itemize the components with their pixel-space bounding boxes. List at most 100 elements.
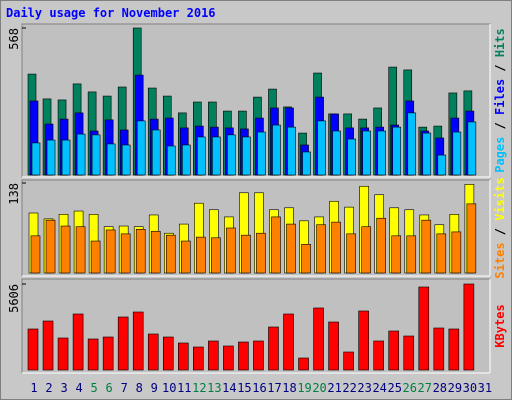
bar [87, 338, 99, 371]
legend: Sites / Visits [493, 177, 507, 278]
x-tick-label: 6 [106, 381, 113, 395]
x-tick-label: 16 [252, 381, 266, 395]
bar [208, 340, 219, 371]
bar [181, 240, 191, 274]
bar [286, 223, 296, 274]
bar [361, 226, 371, 274]
bar [150, 230, 161, 274]
bar [106, 143, 116, 176]
bar [193, 346, 204, 371]
bar [132, 311, 144, 371]
bar [362, 130, 371, 176]
bar [377, 130, 386, 176]
x-tick-label: 7 [121, 381, 128, 395]
x-tick-label: 23 [357, 381, 371, 395]
bar [316, 224, 326, 274]
bar [238, 341, 249, 371]
bar [105, 229, 116, 274]
x-tick-label: 26 [403, 381, 417, 395]
bar [121, 144, 131, 176]
chart-title: Daily usage for November 2016 [6, 6, 216, 20]
bar [467, 121, 477, 176]
bar [271, 216, 281, 274]
x-tick-label: 22 [342, 381, 356, 395]
legend-entry: Pages [493, 137, 507, 173]
y-tick-label: 138 [7, 183, 21, 205]
bar [212, 136, 221, 176]
bar [376, 217, 386, 274]
bar [391, 235, 402, 274]
bar [166, 145, 176, 176]
bar [347, 138, 356, 176]
y-tick-label: 568 [7, 28, 21, 50]
bar [45, 219, 56, 274]
legend-entry: Visits [493, 177, 507, 220]
x-tick-label: 20 [312, 381, 326, 395]
bar [451, 231, 462, 274]
bar [102, 336, 114, 371]
x-tick-label: 24 [372, 381, 386, 395]
bar [90, 240, 101, 274]
legend-separator: / [493, 57, 507, 79]
bar [346, 233, 356, 274]
x-tick-label: 28 [433, 381, 447, 395]
bar [178, 342, 189, 371]
bar [272, 124, 281, 176]
bar [257, 131, 266, 176]
bar [406, 235, 417, 274]
bar [117, 316, 129, 371]
legend-entry: Hits [493, 28, 507, 57]
bar [61, 139, 71, 176]
bar [253, 340, 264, 371]
bar [31, 142, 41, 176]
bar [328, 321, 339, 371]
bar [27, 328, 39, 371]
bar [241, 234, 251, 274]
bar [421, 219, 432, 274]
bar [60, 225, 71, 274]
legend-entry: Files [493, 79, 507, 115]
bar [317, 120, 326, 176]
bar [331, 221, 341, 274]
legend-separator: / [493, 115, 507, 137]
x-tick-label: 30 [463, 381, 477, 395]
x-tick-label: 4 [75, 381, 82, 395]
bar [463, 283, 475, 371]
bar [452, 131, 462, 176]
x-tick-label: 11 [177, 381, 191, 395]
bar [136, 120, 146, 176]
bar [227, 134, 236, 176]
x-tick-label: 5 [91, 381, 98, 395]
bar [448, 328, 460, 371]
x-tick-label: 29 [448, 381, 462, 395]
x-tick-label: 21 [327, 381, 341, 395]
bar [388, 330, 400, 371]
bar [72, 313, 84, 371]
x-tick-label: 1 [30, 381, 37, 395]
x-tick-label: 18 [282, 381, 296, 395]
x-tick-label: 12 [192, 381, 206, 395]
x-tick-label: 31 [478, 381, 492, 395]
bar [268, 326, 279, 371]
bar [302, 151, 311, 176]
bar [226, 227, 236, 274]
bar [196, 236, 206, 274]
bar [403, 335, 415, 371]
x-tick-label: 10 [162, 381, 176, 395]
bar [120, 233, 131, 274]
bar [223, 345, 234, 371]
x-tick-label: 15 [237, 381, 251, 395]
legend: KBytes [493, 304, 507, 347]
x-tick-label: 17 [267, 381, 281, 395]
bar [433, 327, 445, 371]
bar [197, 136, 206, 176]
bar [436, 233, 447, 274]
bar [313, 307, 324, 371]
bar [135, 229, 146, 274]
bar [30, 235, 41, 274]
bar [75, 226, 86, 274]
bar [437, 154, 447, 176]
bar [422, 132, 432, 176]
bar [256, 232, 266, 274]
